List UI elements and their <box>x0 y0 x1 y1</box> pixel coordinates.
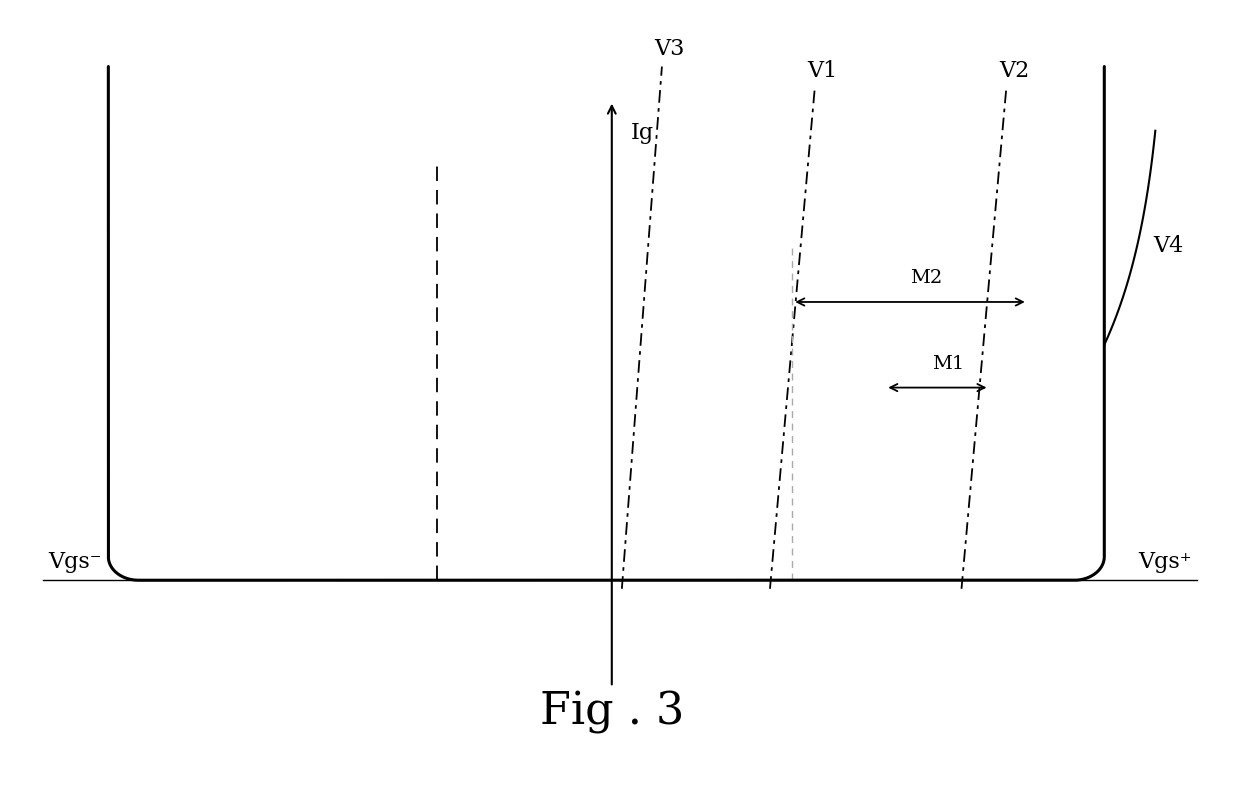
Text: V3: V3 <box>655 38 684 60</box>
Text: Ig: Ig <box>631 122 653 144</box>
Text: M1: M1 <box>932 354 965 373</box>
Text: V4: V4 <box>1153 236 1184 257</box>
Text: Vgs⁺: Vgs⁺ <box>1138 551 1192 573</box>
Text: V2: V2 <box>999 59 1029 81</box>
Text: V1: V1 <box>807 59 838 81</box>
Text: M2: M2 <box>910 269 942 287</box>
Text: Vgs⁻: Vgs⁻ <box>48 551 102 573</box>
Text: Fig . 3: Fig . 3 <box>539 691 684 734</box>
